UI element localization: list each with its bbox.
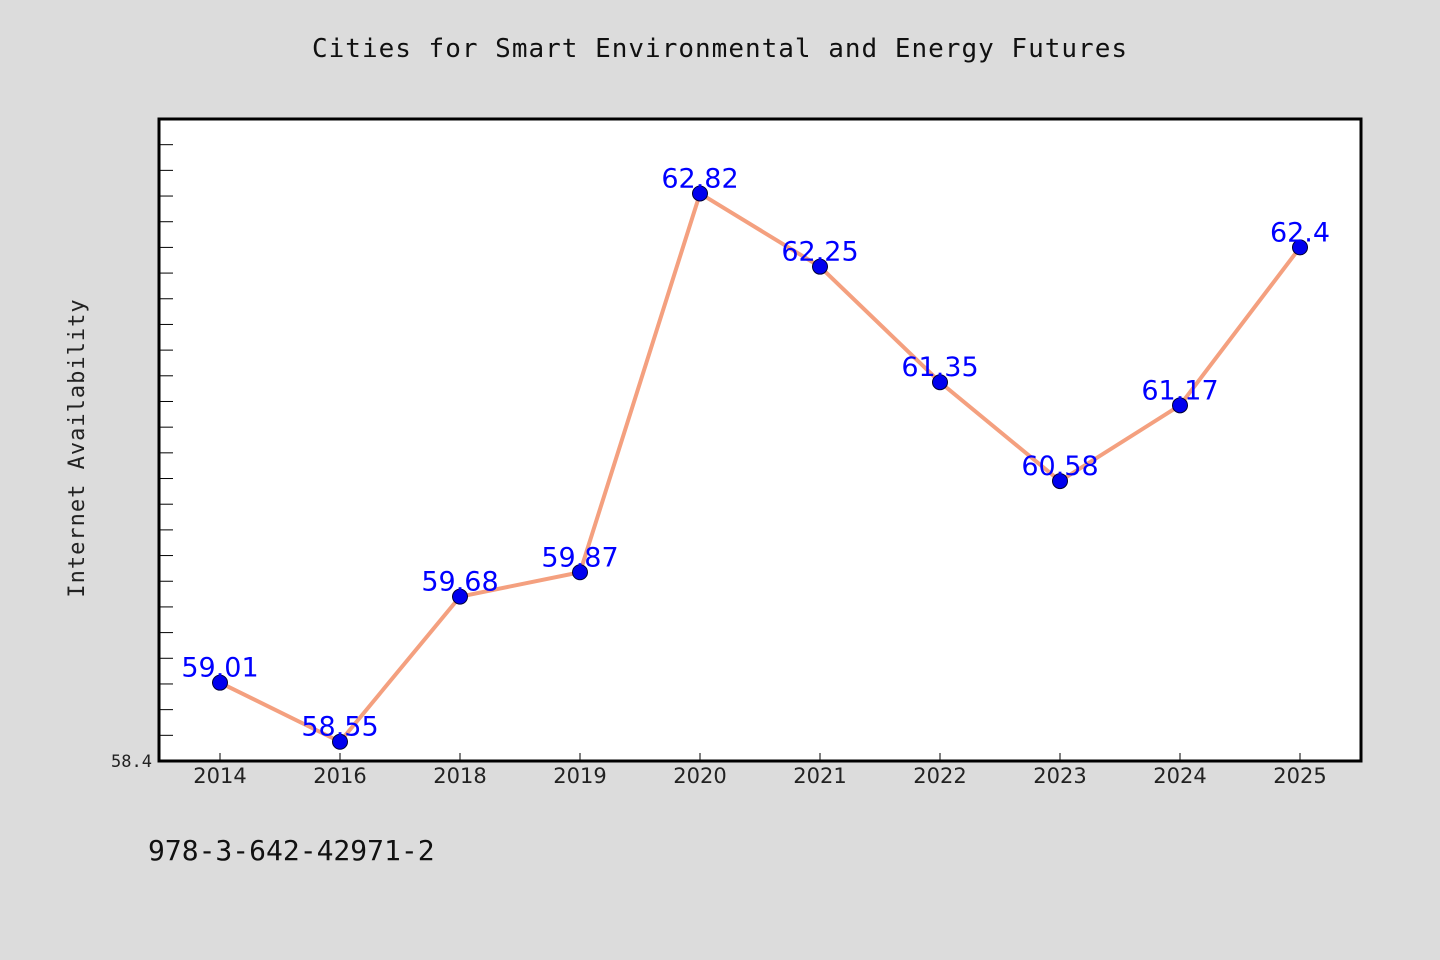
data-label: 59.01 bbox=[181, 653, 258, 684]
data-point bbox=[812, 258, 828, 275]
series-group bbox=[212, 185, 1308, 750]
y-axis-ticks bbox=[159, 118, 173, 762]
chart-title: Cities for Smart Environmental and Energ… bbox=[311, 34, 1128, 64]
y-axis-label: Internet Availability bbox=[65, 298, 90, 597]
data-point bbox=[1292, 239, 1308, 256]
series-line bbox=[219, 191, 1302, 744]
x-tick-label: 2023 bbox=[1033, 764, 1086, 788]
x-axis-ticks: 2014 2016 2018 2019 2020 2021 2022 2023 2024 2025 bbox=[193, 753, 1327, 788]
data-label: 60.58 bbox=[1021, 451, 1098, 482]
x-tick-label: 2022 bbox=[913, 764, 966, 788]
data-point bbox=[452, 588, 468, 605]
data-label: 62.82 bbox=[661, 163, 738, 194]
y-tick-label: 58.4 bbox=[111, 752, 152, 772]
x-tick-label: 2024 bbox=[1153, 764, 1206, 788]
data-label: 61.17 bbox=[1141, 375, 1218, 406]
data-label: 61.35 bbox=[901, 352, 978, 383]
data-label: 62.4 bbox=[1270, 217, 1330, 248]
x-tick-label: 2020 bbox=[673, 764, 726, 788]
data-label: 59.68 bbox=[421, 567, 498, 598]
data-point bbox=[572, 564, 588, 581]
data-label: 58.55 bbox=[301, 712, 378, 743]
data-point bbox=[1052, 473, 1068, 490]
x-tick-label: 2021 bbox=[793, 764, 846, 788]
data-label: 59.87 bbox=[541, 542, 618, 573]
data-label: 62.25 bbox=[781, 237, 858, 268]
x-tick-label: 2014 bbox=[193, 764, 246, 788]
data-point bbox=[692, 185, 708, 202]
x-tick-label: 2025 bbox=[1273, 764, 1326, 788]
data-label-group: 59.01 58.55 59.68 59.87 62.82 62.25 61.35 60.58… bbox=[181, 163, 1330, 742]
data-point bbox=[212, 674, 228, 691]
x-tick-label: 2019 bbox=[553, 764, 606, 788]
footer-code: 978-3-642-42971-2 bbox=[148, 834, 435, 867]
data-point bbox=[1172, 397, 1188, 414]
x-tick-label: 2018 bbox=[433, 764, 486, 788]
data-point bbox=[332, 733, 348, 750]
data-point bbox=[932, 374, 948, 391]
plot-area bbox=[157, 117, 1363, 763]
x-tick-label: 2016 bbox=[313, 764, 366, 788]
